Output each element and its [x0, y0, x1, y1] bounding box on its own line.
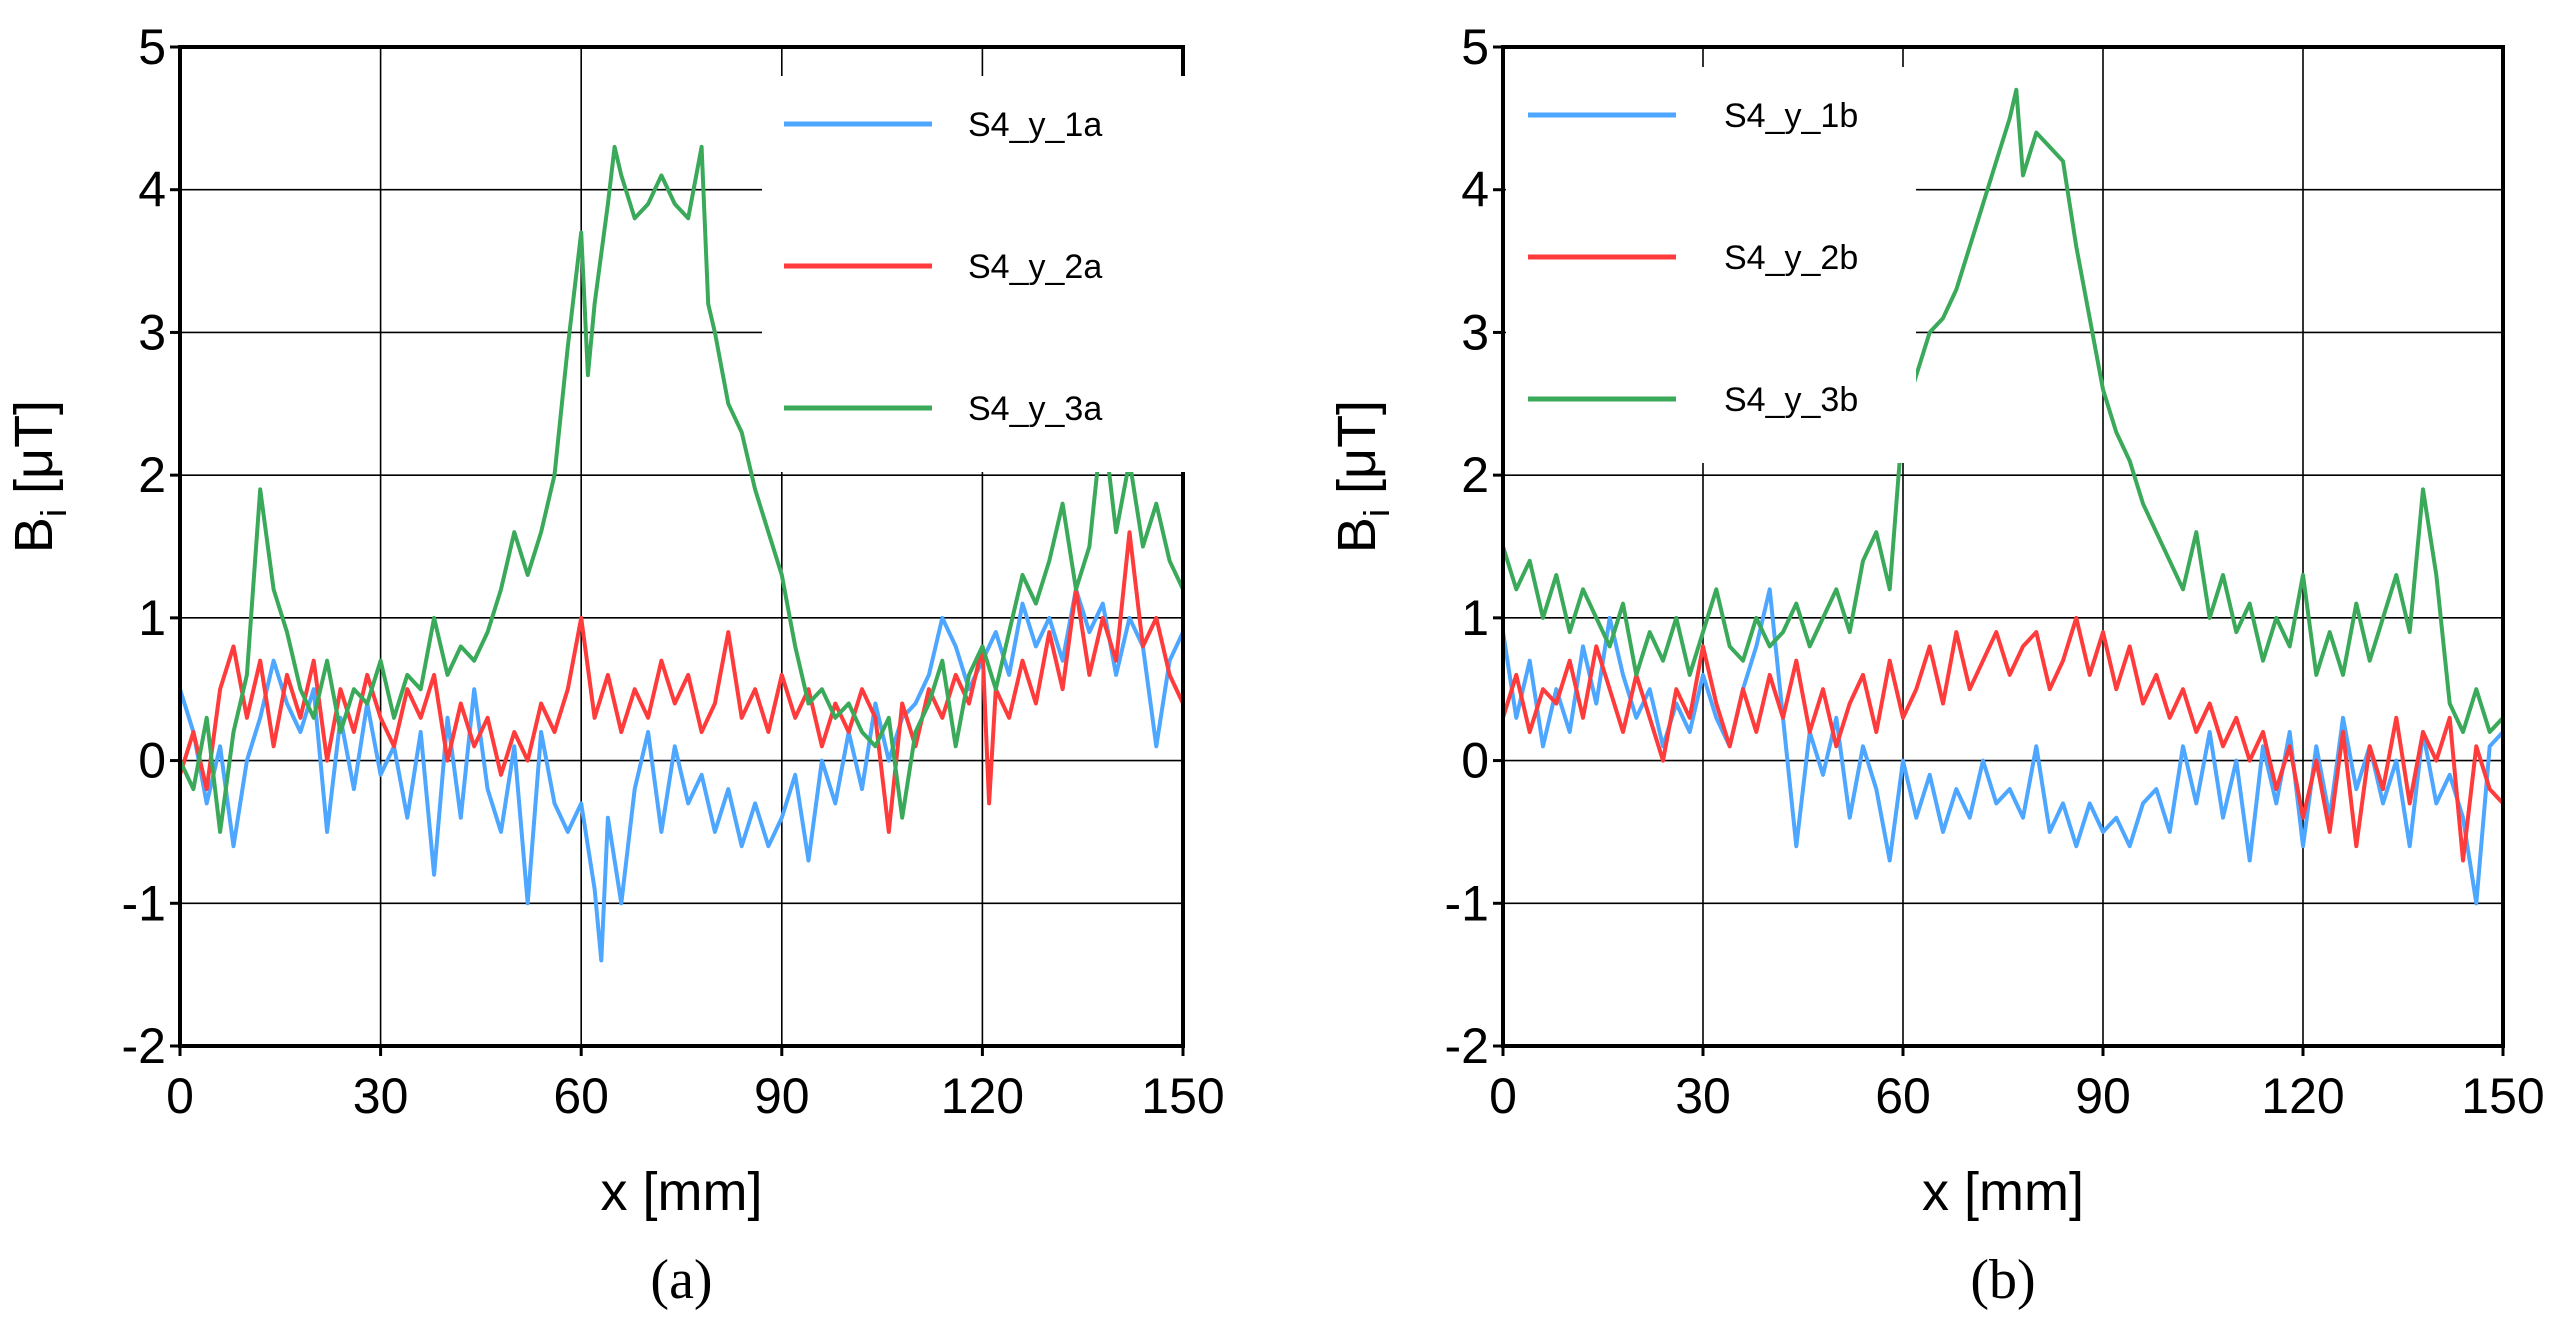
y-tick-label: -2 — [1445, 1018, 1489, 1074]
series-line-S4_y_2b — [1501, 615, 2505, 863]
legend-label: S4_y_1b — [1724, 97, 1858, 135]
y-tick-label: -1 — [122, 875, 166, 931]
series-line-S4_y_3a — [178, 144, 1185, 834]
y-tick-label: 3 — [1461, 304, 1489, 360]
y-tick-label: -1 — [1445, 875, 1489, 931]
legend: S4_y_1b S4_y_2b S4_y_3b — [1506, 67, 1916, 463]
x-tick-label: 0 — [166, 1068, 194, 1124]
legend-label: S4_y_3a — [968, 390, 1102, 428]
panel-label: (b) — [1970, 1249, 2035, 1311]
y-tick-label: 3 — [138, 304, 166, 360]
legend-label: S4_y_2a — [968, 248, 1102, 286]
x-tick-label: 60 — [553, 1068, 609, 1124]
y-tick-label: 2 — [138, 447, 166, 503]
y-tick-label: 1 — [138, 590, 166, 646]
y-tick-label: 4 — [138, 162, 166, 218]
y-tick-label: 4 — [1461, 162, 1489, 218]
x-tick-label: 0 — [1489, 1068, 1517, 1124]
chart-panel-b: 0 30 60 90 120 150 -2 -1 0 1 2 3 4 5 x [mm] Bi [μT] S… — [1327, 19, 2545, 1311]
plot-frame — [1501, 45, 2505, 1048]
plot-frame — [178, 45, 1185, 1048]
x-tick-label: 120 — [2261, 1068, 2344, 1124]
y-axis-label: Bi [μT] — [4, 400, 74, 553]
panel-label: (a) — [650, 1249, 712, 1311]
x-tick-label: 150 — [2461, 1068, 2544, 1124]
x-tick-label: 30 — [1675, 1068, 1731, 1124]
series-line-S4_y_1a — [178, 587, 1185, 963]
legend-label: S4_y_1a — [968, 106, 1102, 144]
y-tick-label: 5 — [1461, 19, 1489, 75]
y-tick-label: -2 — [122, 1018, 166, 1074]
legend: S4_y_1a S4_y_2a S4_y_3a — [762, 76, 1192, 472]
y-tick-label: 5 — [138, 19, 166, 75]
x-tick-label: 90 — [754, 1068, 810, 1124]
series-line-S4_y_2a — [178, 530, 1185, 834]
y-tick-label: 2 — [1461, 447, 1489, 503]
x-axis-label: x [mm] — [1922, 1162, 2084, 1222]
x-tick-label: 60 — [1875, 1068, 1931, 1124]
y-tick-label: 1 — [1461, 590, 1489, 646]
legend-label: S4_y_2b — [1724, 239, 1858, 277]
x-tick-label: 90 — [2075, 1068, 2131, 1124]
y-tick-label: 0 — [138, 733, 166, 789]
x-tick-label: 150 — [1141, 1068, 1224, 1124]
y-tick-label: 0 — [1461, 733, 1489, 789]
y-axis-label: Bi [μT] — [1327, 400, 1397, 553]
legend-label: S4_y_3b — [1724, 381, 1858, 419]
series-line-S4_y_3b — [1501, 87, 2505, 734]
x-axis-label: x [mm] — [601, 1162, 763, 1222]
chart-panel-a: 0 30 60 90 120 150 -2 -1 0 1 2 3 4 5 x [mm] Bi [μT] S… — [4, 19, 1225, 1311]
x-tick-label: 30 — [353, 1068, 409, 1124]
x-tick-label: 120 — [941, 1068, 1024, 1124]
